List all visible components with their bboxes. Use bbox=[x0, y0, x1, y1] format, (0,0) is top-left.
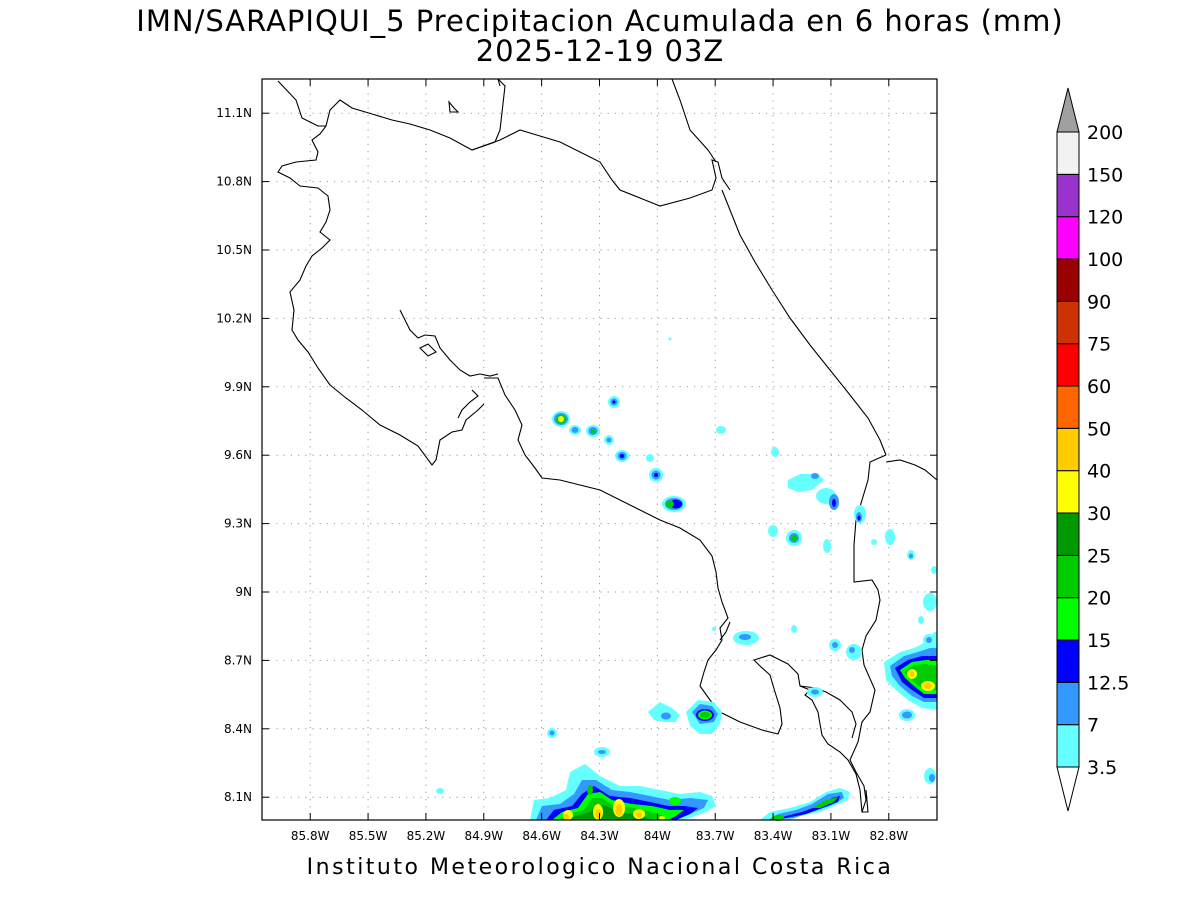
colorbar-label: 40 bbox=[1087, 461, 1111, 483]
precip-cell bbox=[436, 700, 722, 794]
colorbar: 3.5 7 12.5 15 20 25 30 40 50 60 75 90 100 120 150 200 bbox=[1056, 87, 1129, 812]
precip-cell bbox=[604, 435, 614, 445]
x-tick-label: 84.3W bbox=[580, 829, 619, 843]
colorbar-label: 7 bbox=[1087, 715, 1099, 737]
y-tick-label: 8.1N bbox=[224, 790, 252, 804]
y-tick-label: 9.3N bbox=[224, 517, 252, 531]
san-juan-river-border bbox=[471, 129, 731, 207]
colorbar-label: 30 bbox=[1087, 503, 1111, 525]
colorbar-swatch bbox=[1056, 427, 1080, 472]
colorbar-swatch bbox=[1056, 681, 1080, 726]
precip-cell bbox=[649, 468, 663, 482]
precip-cell bbox=[615, 450, 629, 462]
y-tick-label: 10.8N bbox=[216, 175, 252, 189]
nicaragua-coast-north bbox=[277, 78, 506, 151]
y-tick-label: 8.7N bbox=[224, 653, 252, 667]
lake-nicaragua-south-shore bbox=[497, 78, 501, 87]
coastlines bbox=[277, 78, 938, 813]
colorbar-label: 50 bbox=[1087, 418, 1111, 440]
colorbar-swatch bbox=[1056, 470, 1080, 514]
x-tick-label: 85.8W bbox=[291, 829, 330, 843]
y-tick-label: 9.9N bbox=[224, 380, 252, 394]
precip-cell bbox=[662, 496, 686, 512]
y-tick-label: 10.5N bbox=[216, 243, 252, 257]
colorbar-swatch bbox=[1056, 343, 1080, 387]
y-tick-label: 10.2N bbox=[216, 311, 252, 325]
colorbar-label: 90 bbox=[1087, 291, 1111, 313]
colorbar-label: 120 bbox=[1087, 207, 1123, 229]
x-tick-label: 85.5W bbox=[349, 829, 388, 843]
peninsula-osa-bay bbox=[719, 621, 731, 641]
y-tick-label: 8.4N bbox=[224, 722, 252, 736]
x-tick-label: 83.1W bbox=[812, 829, 851, 843]
precip-cell bbox=[788, 473, 824, 492]
colorbar-swatch bbox=[1056, 131, 1080, 175]
colorbar-swatch bbox=[1056, 300, 1080, 345]
map-title: IMN/SARAPIQUI_5 Precipitacion Acumulada … bbox=[136, 4, 1064, 38]
colorbar-label: 60 bbox=[1087, 376, 1111, 398]
axis-ticks: 85.8W 85.5W 85.2W 84.9W 84.6W 84.3W 84W 83.7W 83… bbox=[216, 79, 937, 843]
x-tick-label: 84.6W bbox=[522, 829, 561, 843]
colorbar-swatch bbox=[1056, 385, 1080, 429]
colorbar-swatch bbox=[1056, 512, 1080, 556]
precip-cell bbox=[552, 411, 570, 427]
colorbar-swatch bbox=[1056, 554, 1080, 599]
nicoya-gulf-shore bbox=[399, 309, 499, 377]
colorbar-swatch bbox=[1056, 724, 1080, 768]
precip-cell bbox=[760, 788, 850, 821]
precip-cell bbox=[884, 632, 937, 784]
colorbar-label: 100 bbox=[1087, 249, 1123, 271]
colorbar-swatch bbox=[1056, 258, 1080, 302]
x-tick-label: 84.9W bbox=[464, 829, 503, 843]
precip-cell bbox=[646, 454, 654, 462]
x-tick-label: 82.8W bbox=[869, 829, 908, 843]
precip-cell bbox=[608, 396, 620, 408]
precip-cell bbox=[569, 425, 581, 435]
precip-cell bbox=[854, 505, 866, 523]
colorbar-label: 150 bbox=[1087, 164, 1123, 186]
x-tick-label: 84W bbox=[644, 829, 671, 843]
x-tick-label: 83.7W bbox=[696, 829, 735, 843]
precipitation-field bbox=[436, 337, 937, 821]
colorbar-label: 25 bbox=[1087, 545, 1111, 567]
nicoya-gulf-east bbox=[457, 389, 479, 419]
island-chira bbox=[419, 343, 437, 357]
island-coco bbox=[448, 100, 460, 113]
precip-cell bbox=[668, 337, 779, 457]
colorbar-label: 3.5 bbox=[1087, 757, 1117, 779]
precip-cell bbox=[530, 764, 716, 820]
colorbar-swatch bbox=[1056, 173, 1080, 218]
x-tick-label: 83.4W bbox=[754, 829, 793, 843]
pacific-coast-central bbox=[484, 377, 863, 813]
colorbar-swatch bbox=[1056, 639, 1080, 683]
caribbean-coast bbox=[721, 189, 887, 456]
colorbar-swatch bbox=[1056, 597, 1080, 641]
precip-cell bbox=[768, 525, 937, 624]
precip-cell bbox=[712, 625, 862, 697]
caribbean-coast-north bbox=[671, 78, 717, 163]
colorbar-swatch bbox=[1056, 216, 1080, 260]
colorbar-max-arrow bbox=[1056, 87, 1080, 133]
y-tick-label: 11.1N bbox=[216, 106, 252, 120]
colorbar-label: 20 bbox=[1087, 588, 1111, 610]
pacific-coast-northwest bbox=[277, 125, 485, 466]
colorbar-label: 15 bbox=[1087, 630, 1111, 652]
map-background bbox=[262, 79, 937, 820]
colorbar-label: 200 bbox=[1087, 122, 1123, 144]
y-tick-label: 9N bbox=[235, 585, 252, 599]
precip-cell bbox=[586, 425, 600, 437]
map-area: 85.8W 85.5W 85.2W 84.9W 84.6W 84.3W 84W 83.7W 83… bbox=[216, 78, 938, 843]
colorbar-label: 12.5 bbox=[1087, 672, 1129, 694]
y-tick-label: 9.6N bbox=[224, 448, 252, 462]
precip-cell bbox=[816, 488, 839, 510]
colorbar-min-arrow bbox=[1056, 766, 1080, 812]
colorbar-label: 75 bbox=[1087, 334, 1111, 356]
x-tick-label: 85.2W bbox=[407, 829, 446, 843]
panama-caribbean bbox=[885, 459, 938, 481]
footer-credit: Instituto Meteorologico Nacional Costa R… bbox=[306, 855, 894, 880]
map-subtitle: 2025-12-19 03Z bbox=[475, 34, 725, 68]
